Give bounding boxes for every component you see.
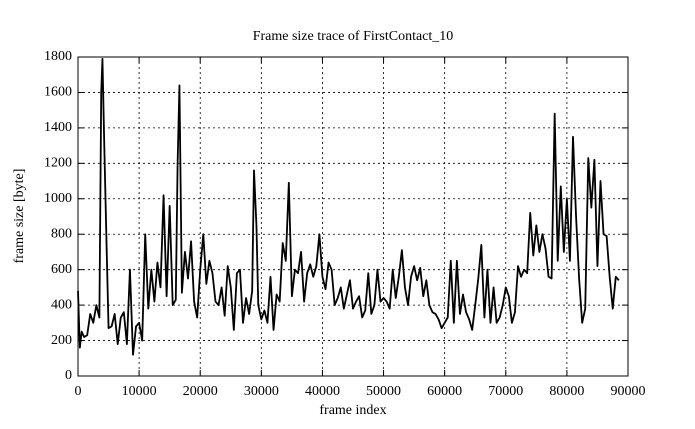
y-tick-label: 400 (51, 297, 72, 312)
y-tick-label: 1400 (44, 120, 72, 135)
x-tick-label: 0 (75, 384, 82, 399)
y-tick-label: 800 (51, 226, 72, 241)
y-tick-label: 1800 (44, 49, 72, 64)
x-tick-label: 10000 (122, 384, 157, 399)
data-line (77, 57, 620, 356)
y-tick-label: 200 (51, 333, 72, 348)
x-tick-label: 80000 (549, 384, 584, 399)
y-tick-label: 1000 (44, 191, 72, 206)
plot-frame (77, 56, 629, 377)
x-tick-label: 70000 (488, 384, 523, 399)
x-tick-label: 20000 (183, 384, 218, 399)
y-axis-label: frame size [byte] (12, 169, 27, 264)
y-tick-label: 600 (51, 262, 72, 277)
chart-title: Frame size trace of FirstContact_10 (253, 29, 454, 44)
x-tick-label: 30000 (244, 384, 279, 399)
x-tick-label: 90000 (611, 384, 646, 399)
y-tick-label: 0 (65, 368, 72, 383)
y-tick-label: 1600 (44, 85, 72, 100)
x-tick-label: 60000 (427, 384, 462, 399)
y-tick-label: 1200 (44, 156, 72, 171)
x-tick-label: 50000 (366, 384, 401, 399)
x-axis-label: frame index (319, 403, 386, 418)
x-tick-label: 40000 (305, 384, 340, 399)
